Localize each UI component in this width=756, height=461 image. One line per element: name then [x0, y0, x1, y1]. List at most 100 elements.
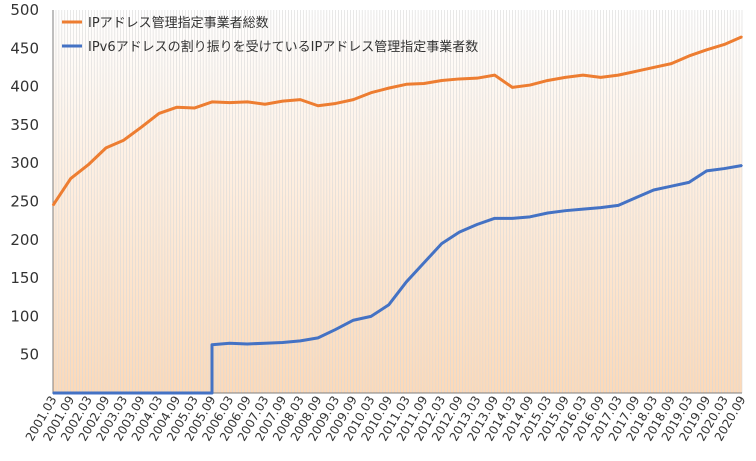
data-point: [175, 392, 178, 394]
data-point: [493, 74, 496, 76]
y-tick-label: 150: [10, 269, 39, 287]
data-point: [317, 337, 319, 339]
data-point: [140, 126, 143, 128]
data-point: [617, 74, 620, 76]
data-point: [122, 139, 125, 142]
data-point: [723, 43, 726, 46]
data-point: [670, 62, 673, 65]
data-point: [476, 77, 478, 79]
data-point: [688, 181, 690, 184]
data-point: [405, 281, 408, 283]
data-point: [334, 102, 337, 105]
data-point: [529, 84, 531, 86]
series-line-1: [51, 35, 743, 207]
data-point: [582, 208, 584, 210]
y-tick-label: 500: [10, 1, 39, 19]
data-point: [370, 91, 372, 94]
data-point: [52, 204, 54, 207]
data-point: [741, 164, 743, 167]
data-point: [211, 343, 213, 346]
data-point: [652, 66, 655, 69]
vertical-gridlines: [52, 10, 743, 393]
data-point: [352, 319, 355, 322]
data-point: [52, 392, 54, 394]
data-point: [582, 74, 584, 76]
data-point: [511, 86, 514, 89]
data-point: [458, 231, 461, 233]
data-point: [652, 189, 655, 191]
data-point: [440, 79, 443, 82]
data-point: [546, 79, 549, 82]
data-point: [228, 342, 231, 345]
data-point: [458, 78, 461, 80]
y-tick-label: 450: [10, 39, 39, 57]
data-point: [246, 101, 249, 103]
data-point: [140, 392, 143, 394]
y-tick-label: 400: [10, 78, 39, 96]
data-point: [705, 170, 708, 172]
data-point: [122, 392, 125, 394]
data-point: [158, 392, 160, 394]
data-point: [564, 209, 567, 212]
data-point: [87, 163, 90, 166]
data-point: [211, 101, 213, 103]
data-point: [264, 342, 266, 345]
data-point: [299, 340, 302, 342]
data-point: [476, 223, 478, 226]
data-point: [599, 76, 602, 79]
data-point: [175, 106, 178, 109]
data-point: [617, 204, 620, 207]
data-point: [387, 87, 390, 89]
data-point: [69, 177, 72, 180]
data-point: [635, 196, 637, 199]
data-point: [69, 392, 72, 394]
data-point: [228, 101, 231, 104]
data-point: [529, 216, 531, 218]
data-point: [423, 82, 425, 85]
data-series: [51, 35, 743, 395]
data-point: [405, 83, 408, 86]
data-point: [87, 392, 90, 394]
data-point: [158, 112, 160, 115]
data-point: [546, 212, 549, 214]
data-point: [370, 315, 372, 318]
data-point: [105, 147, 107, 149]
legend-label: IPv6アドレスの割り振りを受けているIPアドレス管理指定事業者数: [88, 39, 478, 55]
y-tick-label: 50: [20, 346, 39, 364]
data-point: [511, 217, 514, 220]
data-point: [423, 261, 425, 264]
data-point: [281, 341, 284, 344]
data-point: [246, 343, 249, 345]
data-point: [193, 392, 196, 394]
y-tick-labels: 50 100 150 200 250 300 350 400 450 500: [10, 1, 39, 364]
y-tick-label: 100: [10, 307, 39, 325]
y-tick-label: 300: [10, 154, 39, 172]
data-point: [281, 100, 284, 102]
data-point: [105, 392, 107, 394]
data-point: [352, 98, 355, 101]
legend-label: IPアドレス管理指定事業者総数: [88, 15, 269, 31]
data-point: [193, 107, 196, 109]
data-point: [741, 36, 743, 38]
data-point: [334, 328, 337, 331]
y-tick-label: 350: [10, 116, 39, 134]
y-tick-label: 250: [10, 193, 39, 211]
data-point: [387, 304, 390, 306]
y-tick-label: 200: [10, 231, 39, 249]
data-point: [599, 206, 602, 209]
x-tick-labels: 2001.032001.092002.032002.092003.032003.…: [23, 393, 749, 443]
data-point: [688, 55, 690, 57]
legend: IPアドレス管理指定事業者総数 IPv6アドレスの割り振りを受けているIPアドレス…: [62, 15, 478, 55]
data-point: [264, 103, 266, 106]
data-point: [440, 242, 443, 245]
data-point: [705, 49, 708, 51]
data-point: [493, 217, 496, 220]
data-point: [723, 167, 726, 170]
data-point: [564, 76, 567, 79]
data-point: [670, 185, 673, 187]
data-point: [635, 70, 637, 73]
data-point: [317, 104, 319, 107]
data-point: [299, 98, 302, 101]
